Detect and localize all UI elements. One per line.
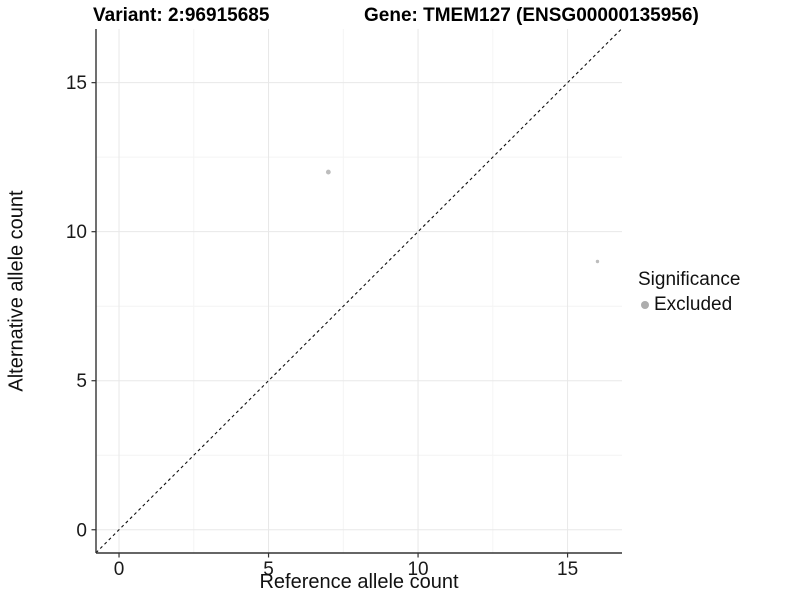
x-axis-title: Reference allele count	[259, 571, 459, 593]
y-tick-label: 10	[66, 222, 87, 243]
y-tick-label: 0	[76, 520, 87, 541]
x-tick-label: 5	[263, 559, 274, 580]
y-axis-title: Alternative allele count	[5, 190, 28, 392]
y-tick-label: 15	[66, 73, 87, 94]
x-tick-label: 0	[114, 559, 125, 580]
y-tick-label: 5	[76, 371, 87, 392]
legend-title: Significance	[638, 269, 741, 290]
legend-entry: Excluded	[638, 294, 740, 316]
identity-dashed-line	[95, 28, 622, 554]
plot-title-variant: Variant: 2:96915685	[93, 5, 270, 26]
legend-key	[638, 298, 652, 312]
legend-entry-label: Excluded	[654, 294, 733, 315]
data-point	[325, 169, 331, 175]
plot-title-gene: Gene: TMEM127 (ENSG00000135956)	[364, 5, 699, 26]
data-point	[595, 259, 600, 264]
legend-point-marker-icon	[641, 301, 649, 309]
legend: Significance Excluded	[638, 269, 740, 316]
x-tick-label: 10	[407, 559, 428, 580]
x-tick-label: 15	[557, 559, 578, 580]
